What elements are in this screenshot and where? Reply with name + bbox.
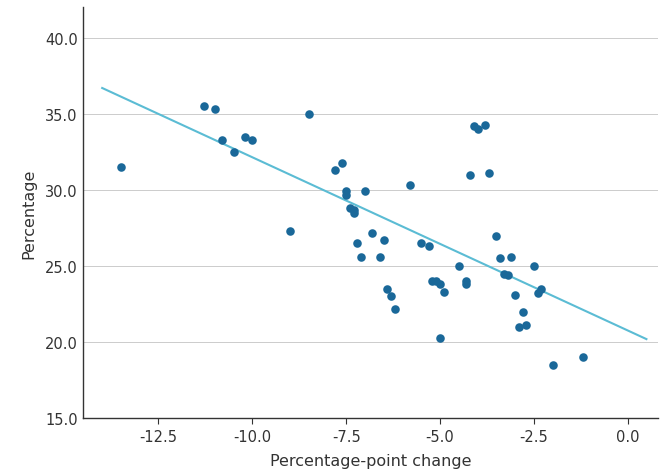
Point [502, 272, 513, 279]
Point [424, 243, 434, 250]
Point [337, 159, 348, 167]
Point [341, 188, 352, 196]
Point [517, 308, 528, 316]
Point [498, 270, 509, 278]
Point [217, 137, 228, 144]
Point [367, 229, 378, 237]
Point [577, 354, 588, 361]
Point [382, 286, 393, 293]
Point [438, 288, 449, 296]
Point [386, 293, 396, 301]
Point [247, 137, 258, 144]
Point [547, 361, 558, 369]
Point [330, 167, 340, 175]
Point [521, 322, 531, 329]
Point [356, 254, 366, 261]
Point [461, 278, 472, 286]
Point [532, 290, 543, 298]
Point [491, 232, 501, 240]
Point [513, 323, 524, 331]
Point [506, 254, 517, 261]
Point [509, 291, 520, 299]
Point [240, 134, 250, 141]
Point [284, 228, 295, 235]
Point [116, 164, 127, 171]
Y-axis label: Percentage: Percentage [22, 168, 37, 258]
Point [405, 182, 416, 190]
Point [484, 170, 494, 178]
Point [303, 111, 314, 119]
Point [416, 240, 426, 248]
Point [465, 171, 476, 179]
Point [472, 126, 483, 134]
Point [378, 237, 389, 245]
Point [360, 188, 370, 196]
Point [209, 106, 220, 114]
Point [374, 254, 385, 261]
Point [348, 207, 359, 214]
Point [228, 149, 239, 157]
Point [431, 278, 442, 286]
Point [341, 191, 352, 199]
Point [480, 121, 490, 129]
Point [435, 334, 446, 342]
Point [529, 263, 539, 270]
Point [390, 305, 400, 313]
Point [536, 286, 547, 293]
Point [344, 205, 355, 213]
Point [435, 281, 446, 288]
Point [348, 209, 359, 217]
Point [461, 281, 472, 288]
Point [454, 263, 464, 270]
Point [198, 103, 209, 111]
Point [495, 255, 505, 263]
Point [427, 278, 438, 286]
Point [468, 123, 479, 130]
Point [352, 240, 363, 248]
X-axis label: Percentage-point change: Percentage-point change [270, 453, 472, 468]
